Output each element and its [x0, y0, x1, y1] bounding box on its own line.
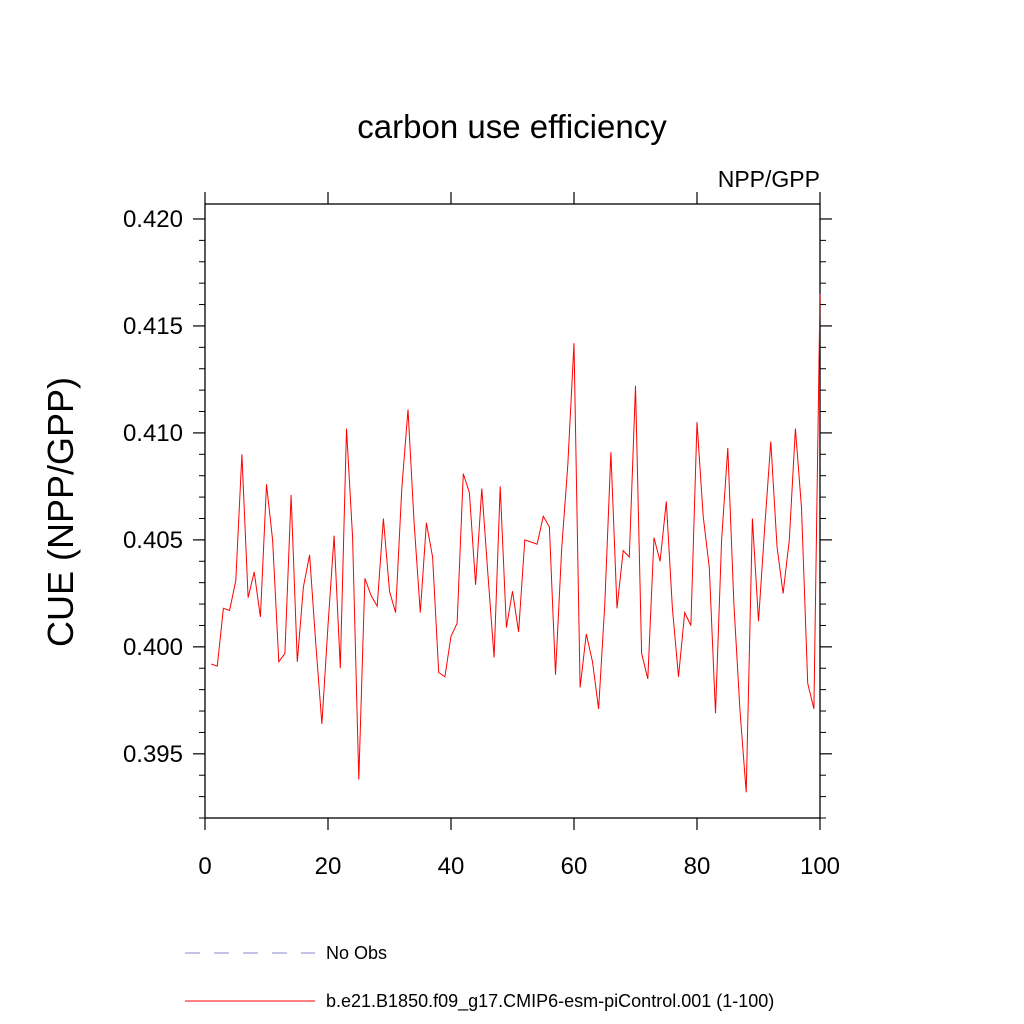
chart-subtitle: NPP/GPP [718, 166, 820, 192]
y-tick-label: 0.400 [123, 634, 183, 661]
x-tick-label: 60 [561, 853, 588, 880]
legend-label-no-obs: No Obs [326, 943, 387, 963]
x-tick-label: 0 [198, 853, 211, 880]
x-tick-label: 80 [684, 853, 711, 880]
legend: No Obs b.e21.B1850.f09_g17.CMIP6-esm-piC… [185, 943, 774, 1012]
plot-frame [204, 203, 821, 819]
y-tick-label: 0.410 [123, 420, 183, 447]
series-layer [211, 293, 821, 793]
legend-label-model: b.e21.B1850.f09_g17.CMIP6-esm-piControl.… [326, 991, 774, 1012]
y-tick-label: 0.395 [123, 741, 183, 768]
chart-title: carbon use efficiency [357, 108, 667, 145]
x-tick-label: 20 [315, 853, 342, 880]
y-tick-label: 0.420 [123, 206, 183, 233]
y-tick-label: 0.405 [123, 527, 183, 554]
x-tick-label: 100 [800, 853, 840, 880]
y-tick-label: 0.415 [123, 313, 183, 340]
y-axis-label: CUE (NPP/GPP) [40, 377, 81, 647]
y-axis-ticks: 0.395 0.400 0.405 0.410 0.415 0.420 [123, 206, 832, 819]
series-line-1 [211, 293, 821, 793]
x-tick-label: 40 [438, 853, 465, 880]
x-axis-ticks: 0 20 40 60 80 100 [198, 192, 840, 880]
